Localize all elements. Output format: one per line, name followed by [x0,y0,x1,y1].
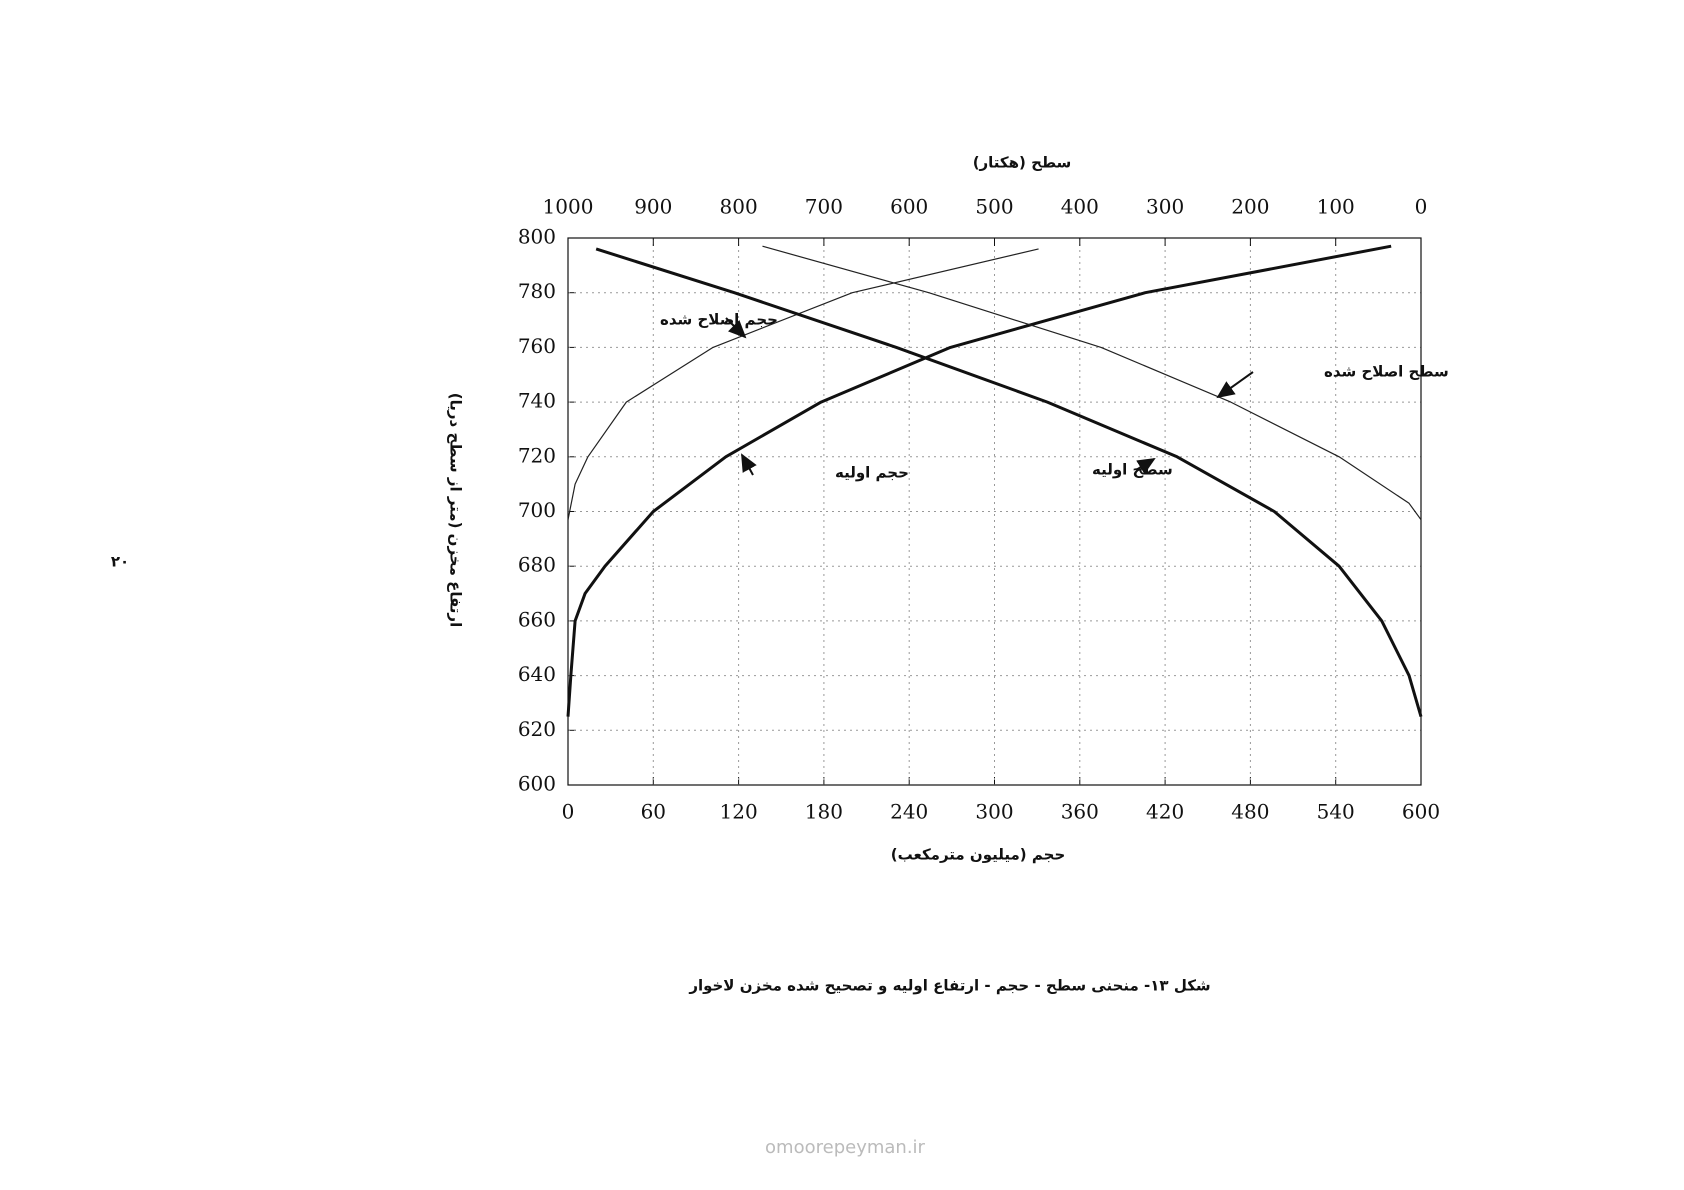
x-tick-label: 120 [720,800,758,824]
x2-tick-label: 600 [890,195,928,219]
y-tick-label: 760 [518,334,556,358]
x-tick-label: 540 [1317,800,1355,824]
x-tick-label: 240 [890,800,928,824]
x-tick-label: 420 [1146,800,1184,824]
x-tick-label: 480 [1231,800,1269,824]
label-arrow [725,317,747,339]
x-tick-label: 180 [805,800,843,824]
x2-tick-label: 400 [1061,195,1099,219]
curve-label: سطح اصلاح شده [1324,363,1449,381]
curve [762,245,1422,521]
x-tick-label: 60 [641,800,666,824]
y-tick-label: 660 [518,607,556,631]
x-tick-label: 360 [1061,800,1099,824]
curve-label: حجم اولیه [835,464,909,482]
x2-tick-label: 300 [1146,195,1184,219]
curve-label: حجم اصلاح شده [660,311,778,329]
x-tick-label: 0 [562,800,575,824]
curve-label: سطح اولیه [1092,461,1173,479]
caption: شکل ۱۳- منحنی سطح - حجم - ارتفاع اولیه و… [688,977,1210,995]
label-arrow [741,453,757,476]
y-tick-label: 600 [518,772,556,796]
y-tick-label: 740 [518,389,556,413]
y-tick-label: 720 [518,443,556,467]
y-axis-title: ارتفاع مخزن (متر از سطح دریا) [447,393,465,627]
watermark: omoorepeyman.ir [765,1137,925,1158]
curve [567,248,1039,520]
y-tick-label: 800 [518,225,556,249]
x-tick-label: 300 [975,800,1013,824]
x2-tick-label: 900 [634,195,672,219]
plot-frame [567,237,1422,786]
curve [595,247,1423,718]
top-axis-title: سطح (هکتار) [973,154,1072,172]
y-tick-label: 640 [518,662,556,686]
y-tick-label: 620 [518,717,556,741]
x2-tick-label: 700 [805,195,843,219]
x2-tick-label: 1000 [543,195,594,219]
x-tick-label: 600 [1402,800,1440,824]
y-tick-label: 780 [518,279,556,303]
y-tick-label: 680 [518,553,556,577]
curve [566,244,1392,717]
x2-tick-label: 100 [1317,195,1355,219]
x2-tick-label: 800 [720,195,758,219]
label-arrow [1135,457,1156,475]
x-axis-title: حجم (میلیون مترمکعب) [891,846,1066,864]
x2-tick-label: 500 [975,195,1013,219]
y-tick-label: 700 [518,498,556,522]
page-number: ۲۰ [111,553,129,571]
label-arrow [1216,371,1254,399]
x2-tick-label: 200 [1231,195,1269,219]
x2-tick-label: 0 [1415,195,1428,219]
